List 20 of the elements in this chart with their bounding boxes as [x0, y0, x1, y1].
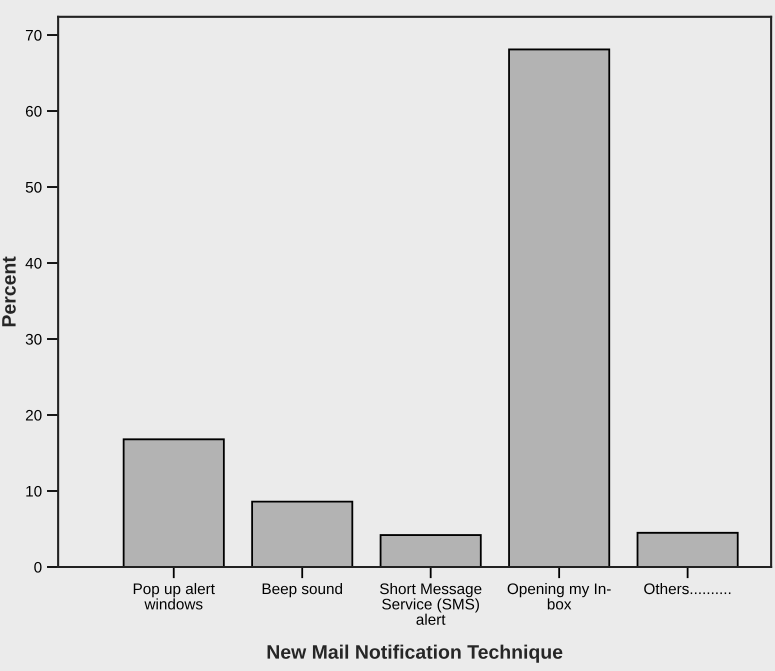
y-tick-label: 20	[26, 410, 42, 421]
y-tick-label: 10	[26, 486, 42, 497]
bar	[508, 48, 610, 567]
bar	[122, 438, 225, 567]
y-tick-label: 30	[26, 334, 42, 345]
y-tick-label: 0	[34, 562, 42, 573]
bar	[380, 534, 482, 567]
x-tick-label: Opening my In-box	[508, 582, 611, 610]
x-tick-label: Beep sound	[262, 582, 342, 598]
y-tick-label: 60	[26, 106, 42, 117]
y-tick-label: 40	[26, 258, 42, 269]
y-tick-label: 70	[26, 30, 42, 41]
x-axis-title: New Mail Notification Technique	[268, 644, 562, 663]
bar	[251, 500, 354, 567]
y-axis-title: Percent	[2, 256, 16, 326]
bar	[636, 532, 739, 567]
x-tick-label: Short Message Service (SMS) alert	[380, 582, 482, 625]
x-tick-label: Others..........	[644, 582, 730, 594]
x-tick-label: Pop up alert windows	[134, 582, 215, 610]
y-tick-label: 50	[26, 182, 42, 193]
